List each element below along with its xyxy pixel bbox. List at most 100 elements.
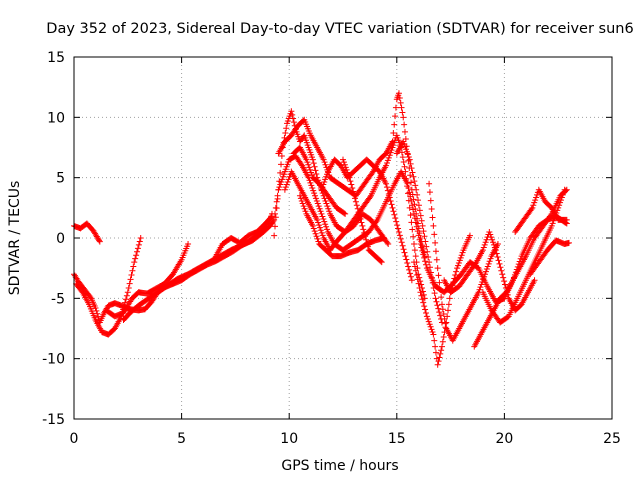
data-point — [422, 306, 429, 313]
data-point — [325, 205, 332, 212]
x-tick-label: 20 — [495, 431, 513, 447]
data-point — [409, 226, 416, 233]
data-point — [417, 235, 424, 241]
data-point — [456, 257, 463, 264]
data-point — [401, 163, 408, 170]
data-point — [324, 226, 331, 233]
data-point — [324, 203, 331, 210]
data-point — [430, 284, 437, 291]
y-tick-label: 10 — [47, 110, 65, 126]
data-point — [309, 222, 316, 229]
data-point — [395, 90, 402, 97]
data-point — [414, 220, 421, 227]
data-point — [307, 166, 314, 173]
data-point — [276, 178, 283, 185]
data-point — [445, 301, 452, 308]
data-point — [318, 229, 325, 236]
data-point — [414, 191, 421, 198]
data-point — [407, 160, 414, 167]
data-point — [308, 172, 315, 179]
data-point — [405, 263, 412, 270]
data-point — [502, 281, 509, 288]
data-point — [345, 172, 352, 179]
data-point — [427, 264, 434, 271]
data-point — [429, 328, 436, 335]
data-point — [396, 95, 403, 102]
data-point — [321, 195, 328, 202]
data-point — [317, 227, 324, 234]
data-point — [355, 209, 362, 216]
data-point — [427, 269, 434, 276]
data-point — [351, 195, 358, 202]
data-point — [484, 263, 491, 270]
data-point — [326, 208, 333, 215]
data-point — [311, 163, 318, 170]
data-point — [480, 244, 487, 251]
data-point — [400, 138, 407, 145]
data-point — [401, 121, 408, 128]
data-point — [422, 258, 429, 265]
data-point — [425, 318, 432, 325]
data-point — [431, 337, 438, 344]
data-point — [122, 296, 129, 303]
data-point — [482, 271, 489, 278]
data-point — [481, 241, 488, 248]
data-point — [393, 218, 400, 225]
data-point — [481, 273, 488, 280]
data-point — [434, 361, 441, 368]
data-point — [319, 232, 326, 239]
data-point — [555, 204, 562, 211]
data-point — [407, 273, 414, 280]
data-point — [280, 171, 287, 178]
data-point — [472, 260, 479, 267]
data-point — [411, 201, 418, 208]
data-point — [556, 202, 563, 209]
data-point — [399, 242, 406, 249]
data-point — [363, 236, 370, 243]
data-point — [477, 284, 484, 291]
data-point — [488, 234, 495, 241]
data-point — [296, 192, 303, 199]
data-point — [308, 169, 315, 176]
data-point — [437, 312, 444, 319]
y-tick-labels: -15 -10 -5 0 5 10 15 — [42, 50, 65, 428]
chart-title: Day 352 of 2023, Sidereal Day-to-day VTE… — [46, 21, 633, 37]
data-point — [380, 235, 387, 241]
data-point — [438, 319, 445, 326]
data-point — [476, 286, 483, 293]
data-point — [403, 146, 410, 153]
data-point — [401, 128, 408, 135]
data-point — [369, 169, 376, 176]
data-point — [417, 289, 424, 296]
data-point — [130, 263, 137, 270]
data-point — [557, 199, 564, 206]
data-point — [96, 237, 103, 244]
data-point — [409, 169, 416, 176]
data-point — [490, 239, 497, 246]
data-point — [548, 222, 555, 229]
data-point — [400, 158, 407, 165]
data-point — [411, 259, 418, 266]
data-point — [397, 235, 404, 242]
data-point — [491, 244, 498, 251]
data-point — [384, 187, 391, 194]
data-point — [412, 206, 419, 213]
data-point — [424, 248, 431, 255]
data-point — [359, 222, 366, 229]
data-point — [395, 225, 402, 232]
data-point — [416, 207, 423, 214]
data-point — [415, 202, 422, 209]
data-point — [311, 190, 318, 197]
data-point — [414, 276, 421, 283]
data-point — [277, 181, 284, 188]
data-point — [319, 213, 326, 220]
data-point — [315, 238, 322, 245]
data-point — [298, 161, 305, 168]
data-point — [280, 173, 287, 180]
data-point — [305, 161, 312, 168]
data-point — [557, 197, 564, 204]
data-point — [404, 183, 411, 190]
data-point — [455, 259, 462, 266]
data-point — [487, 231, 494, 238]
data-point — [419, 242, 426, 249]
